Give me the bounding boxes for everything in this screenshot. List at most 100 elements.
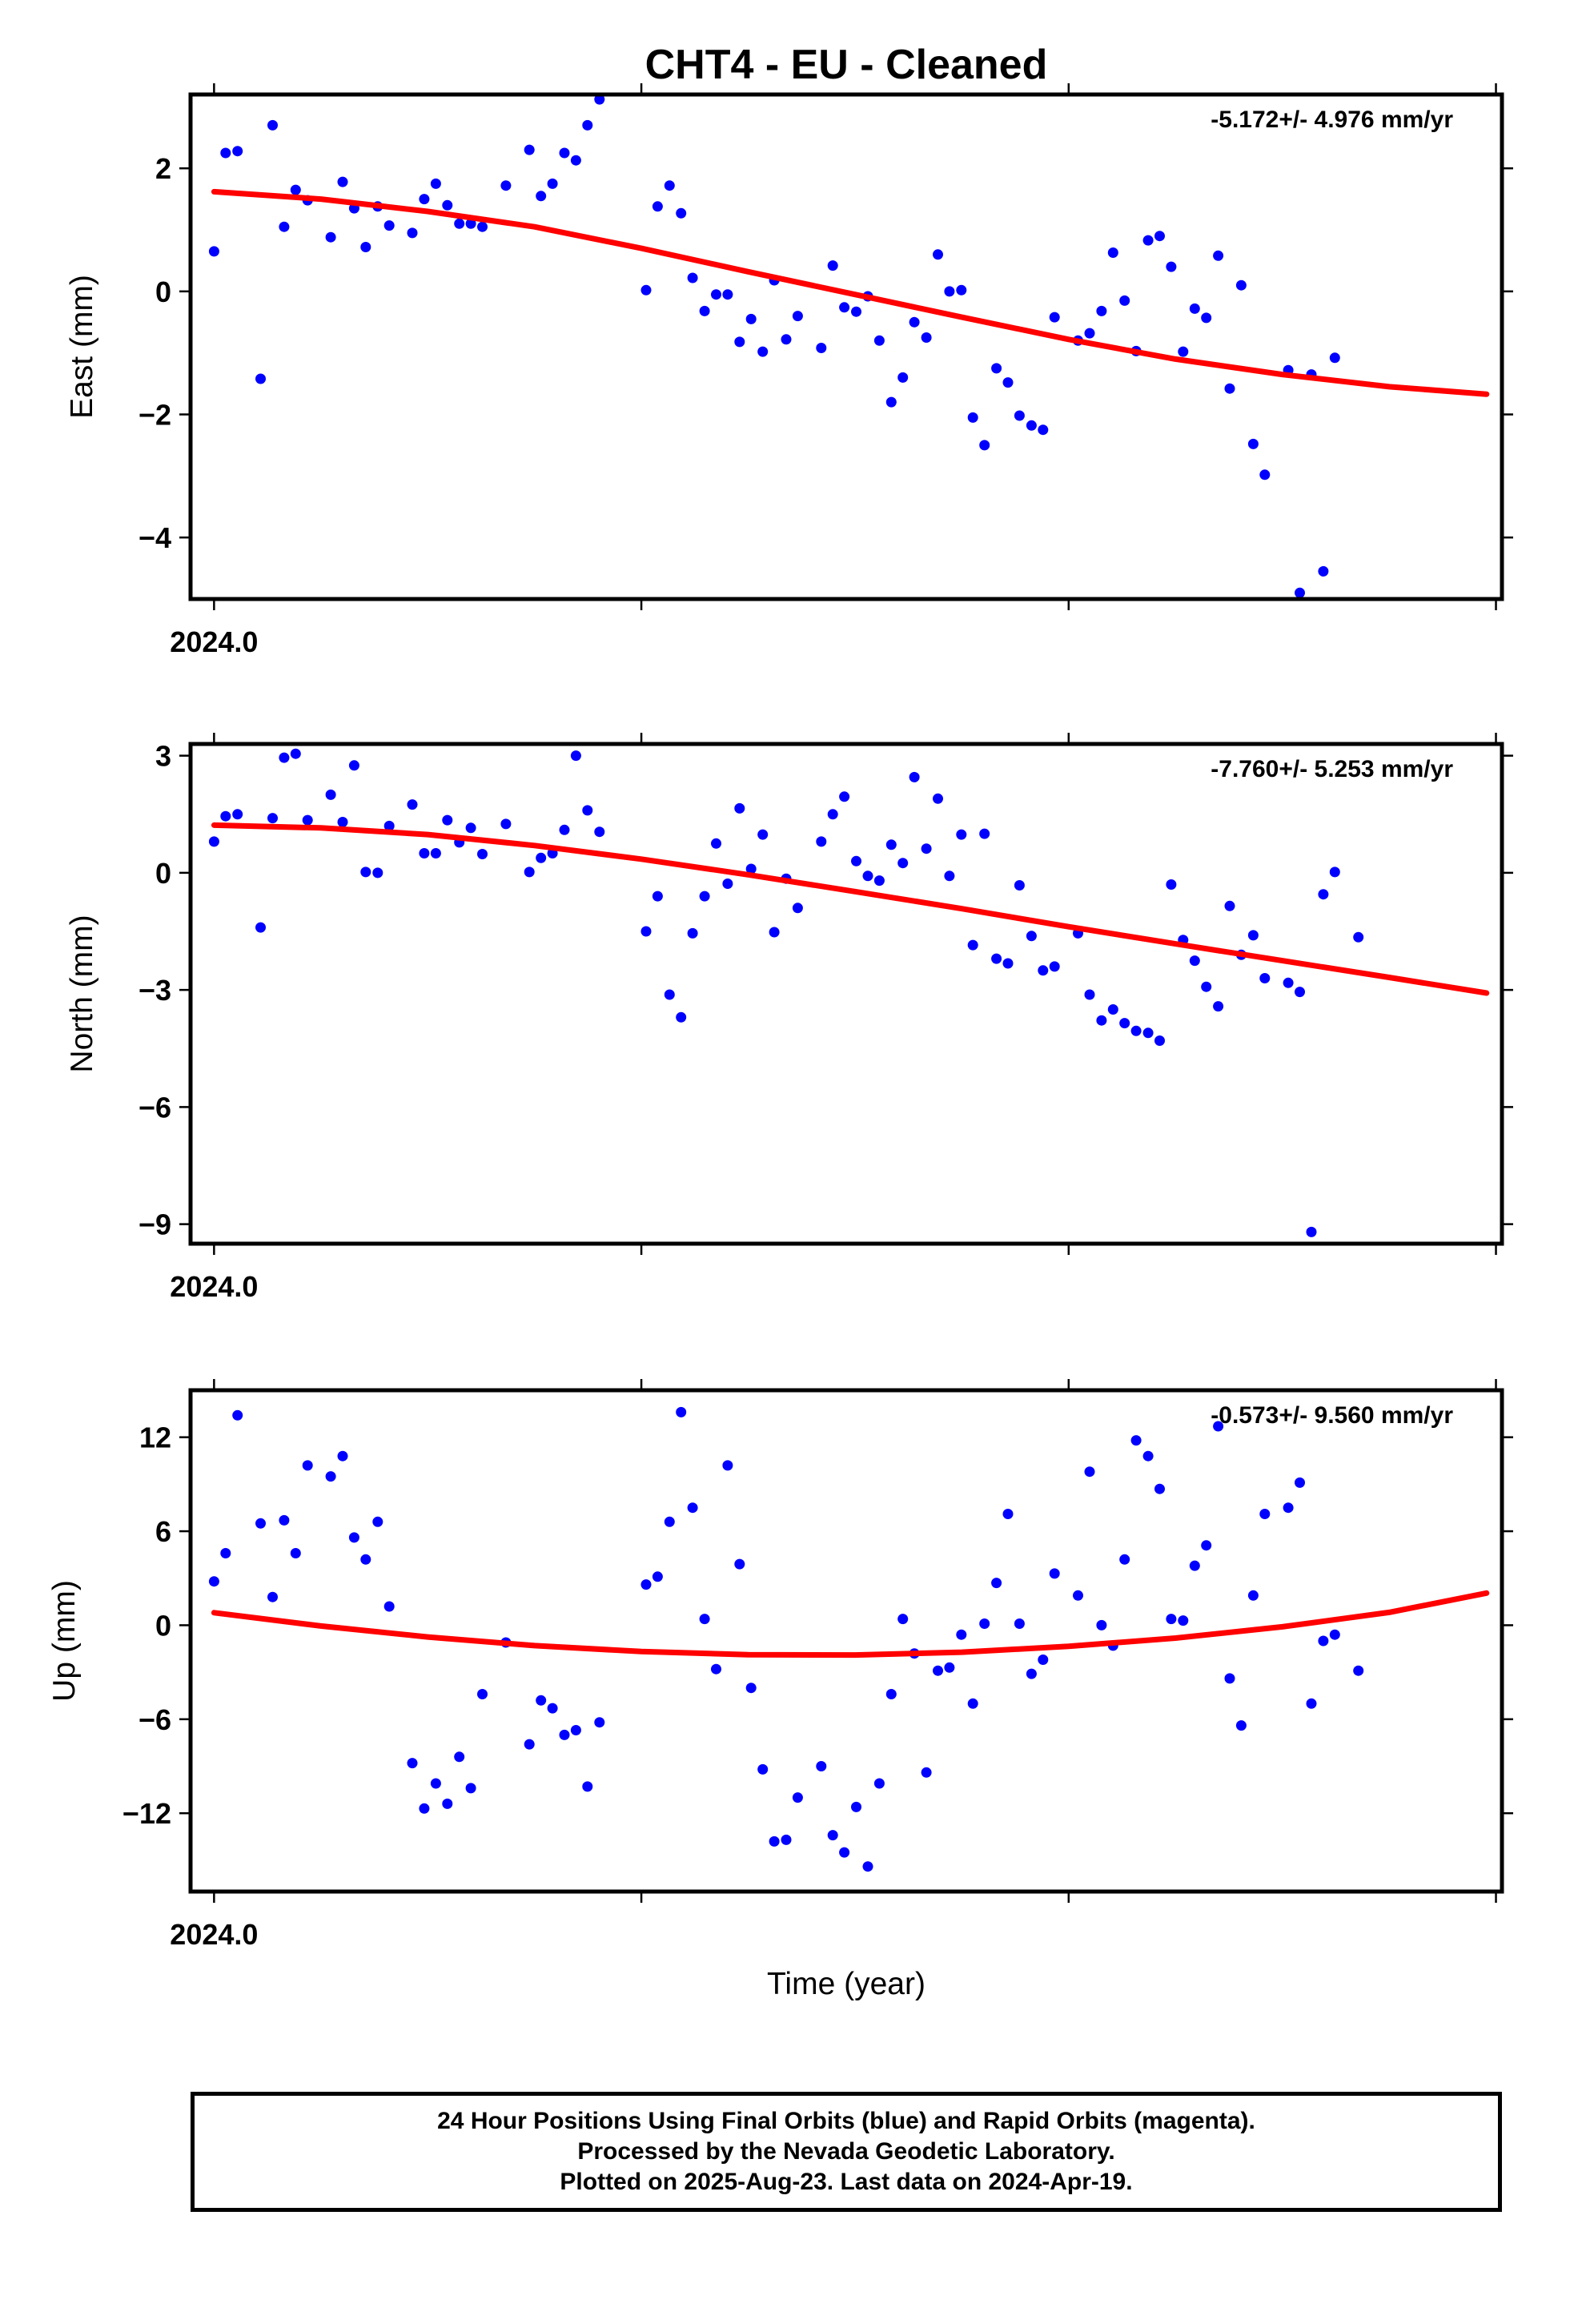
- east-data-point: [722, 289, 733, 300]
- north-y-tick-label: −9: [139, 1208, 171, 1241]
- north-plot-frame: [188, 742, 1504, 1246]
- north-data-point: [711, 838, 721, 849]
- east-data-point: [1154, 231, 1165, 242]
- north-data-point: [897, 858, 909, 869]
- east-x-tick-label: 2024.0: [170, 625, 258, 658]
- up-x-tick-label: 2024.0: [170, 1918, 258, 1951]
- north-data-point: [407, 799, 418, 810]
- east-data-point: [745, 313, 757, 324]
- up-data-point: [769, 1835, 780, 1847]
- east-data-point: [1224, 383, 1235, 394]
- up-data-point: [325, 1471, 336, 1482]
- east-data-point: [851, 306, 861, 317]
- north-data-point: [687, 927, 698, 939]
- east-data-point: [921, 332, 932, 343]
- north-data-point: [1329, 866, 1340, 878]
- up-fit-line: [211, 1590, 1490, 1659]
- east-data-point: [1107, 247, 1118, 258]
- up-data-point: [839, 1847, 850, 1858]
- up-data-point: [208, 1576, 219, 1587]
- east-data-point: [570, 155, 581, 166]
- east-data-point: [430, 178, 441, 189]
- east-data-point: [1038, 424, 1049, 436]
- north-data-point: [1283, 977, 1294, 988]
- north-x-tick-label: 2024.0: [170, 1270, 258, 1303]
- north-data-point: [816, 836, 827, 847]
- north-y-tick-label: −6: [139, 1091, 171, 1124]
- up-data-point: [1154, 1483, 1165, 1494]
- up-y-tick-label: −12: [122, 1797, 171, 1830]
- up-y-tick-label: 6: [155, 1515, 171, 1548]
- up-data-point: [582, 1781, 593, 1792]
- up-data-point: [967, 1698, 978, 1709]
- up-data-point: [1073, 1590, 1083, 1601]
- east-data-point: [640, 284, 652, 296]
- north-data-point: [360, 866, 371, 878]
- east-data-point: [1189, 303, 1200, 314]
- up-data-point: [1259, 1509, 1271, 1519]
- north-data-point: [1295, 987, 1305, 998]
- east-panel: 2 0 −2 −4 2024.0 East (mm) -5.172+/- 4.976 mm/…: [65, 83, 1513, 658]
- north-data-point: [1002, 958, 1014, 969]
- up-data-point: [757, 1763, 769, 1775]
- east-data-point: [594, 94, 605, 105]
- north-data-point: [1154, 1035, 1165, 1046]
- east-data-point: [454, 218, 465, 229]
- east-data-point: [991, 363, 1002, 374]
- up-data-point: [1002, 1509, 1014, 1519]
- east-data-point: [1329, 352, 1340, 364]
- up-data-point: [524, 1739, 535, 1750]
- footer-box: 24 Hour Positions Using Final Orbits (bl…: [191, 2092, 1502, 2212]
- north-data-point: [839, 791, 850, 802]
- up-data-point: [781, 1834, 792, 1845]
- up-data-point: [1318, 1635, 1329, 1647]
- east-data-point: [1084, 328, 1095, 339]
- up-data-point: [302, 1460, 313, 1471]
- up-data-point: [337, 1450, 348, 1462]
- east-data-point: [1142, 235, 1154, 246]
- north-y-axis-label: North (mm): [65, 915, 99, 1072]
- east-data-point: [383, 220, 395, 231]
- east-data-point: [781, 334, 792, 345]
- chart-title: CHT4 - EU - Cleaned: [645, 42, 1048, 88]
- up-y-axis-label: Up (mm): [47, 1580, 82, 1702]
- east-data-point: [933, 249, 943, 260]
- up-data-point: [477, 1689, 488, 1699]
- east-data-point: [524, 144, 535, 155]
- up-data-point: [594, 1717, 605, 1728]
- up-data-point: [536, 1695, 547, 1706]
- east-data-point: [944, 286, 955, 297]
- north-data-point: [1038, 965, 1049, 976]
- north-data-point: [734, 802, 745, 814]
- east-y-tick-label: −4: [139, 521, 171, 554]
- north-data-point: [827, 809, 838, 820]
- north-data-point: [465, 822, 476, 834]
- east-data-point: [1213, 250, 1224, 261]
- east-data-point: [1235, 279, 1247, 291]
- north-data-point: [1306, 1226, 1317, 1237]
- east-data-point: [873, 335, 885, 346]
- east-data-point: [979, 440, 990, 451]
- east-data-point: [827, 260, 838, 271]
- north-data-point: [279, 752, 290, 763]
- up-data-point: [430, 1778, 441, 1789]
- up-data-point: [1329, 1629, 1340, 1640]
- up-data-point: [290, 1548, 301, 1558]
- up-data-point: [979, 1618, 990, 1629]
- north-data-point: [873, 875, 885, 887]
- north-data-point: [337, 817, 348, 827]
- up-data-point: [1353, 1665, 1364, 1676]
- north-rate-label: -7.760+/- 5.253 mm/yr: [1211, 756, 1453, 782]
- north-data-point: [220, 810, 231, 822]
- up-data-point: [664, 1516, 675, 1527]
- east-data-point: [1178, 346, 1189, 357]
- up-data-point: [851, 1801, 861, 1812]
- north-data-point: [232, 809, 243, 820]
- north-data-point: [851, 855, 861, 866]
- east-data-point: [407, 227, 418, 239]
- north-data-point: [290, 748, 301, 759]
- east-data-point: [279, 221, 290, 232]
- up-data-point: [348, 1532, 359, 1543]
- north-data-point: [383, 820, 395, 831]
- up-data-point: [1026, 1668, 1037, 1679]
